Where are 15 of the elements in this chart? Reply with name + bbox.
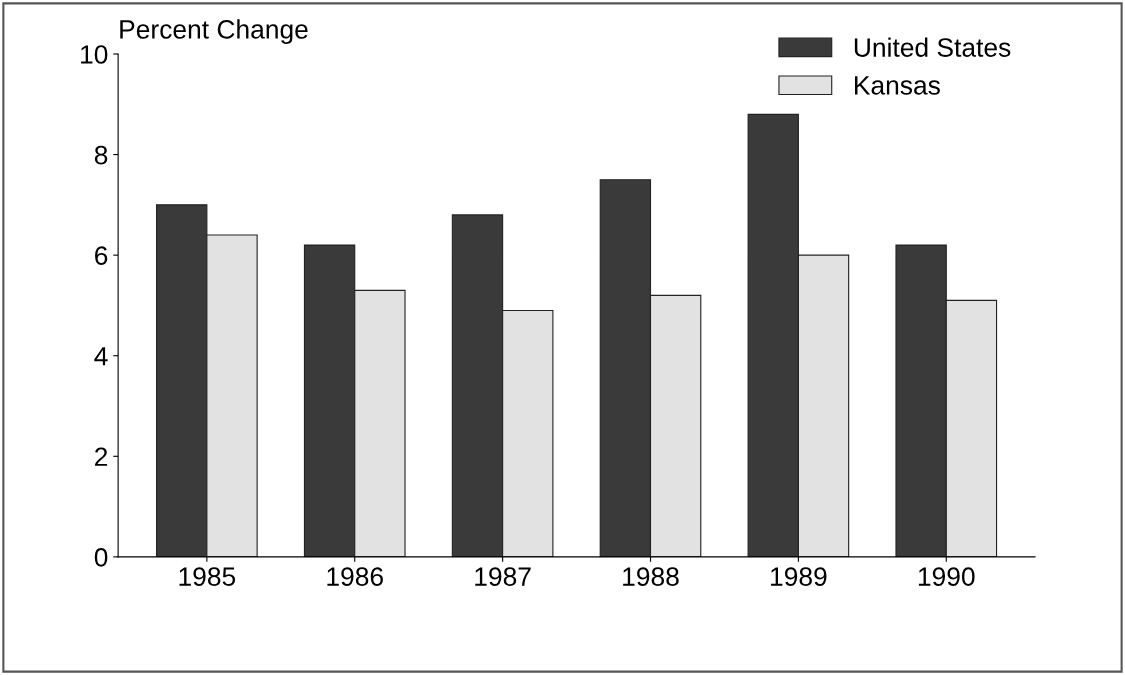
x-tick-label: 1990 [918, 567, 975, 586]
y-tick-label: 10 [81, 45, 108, 64]
legend-label: United States [854, 37, 1011, 57]
x-tick-label: 1986 [327, 567, 383, 586]
y-tick-label: 0 [94, 548, 108, 567]
x-tick-label: 1987 [475, 567, 531, 586]
y-tick-label: 8 [94, 145, 108, 165]
x-tick-label: 1988 [623, 567, 679, 586]
y-axis-title: Percent Change [120, 19, 308, 44]
x-tick-label: 1985 [179, 567, 236, 586]
y-tick-label: 4 [94, 347, 108, 366]
y-tick-label: 6 [95, 246, 108, 265]
legend-label: Kansas [855, 76, 940, 95]
x-tick-label: 1989 [771, 567, 827, 586]
y-tick-label: 2 [95, 447, 108, 466]
